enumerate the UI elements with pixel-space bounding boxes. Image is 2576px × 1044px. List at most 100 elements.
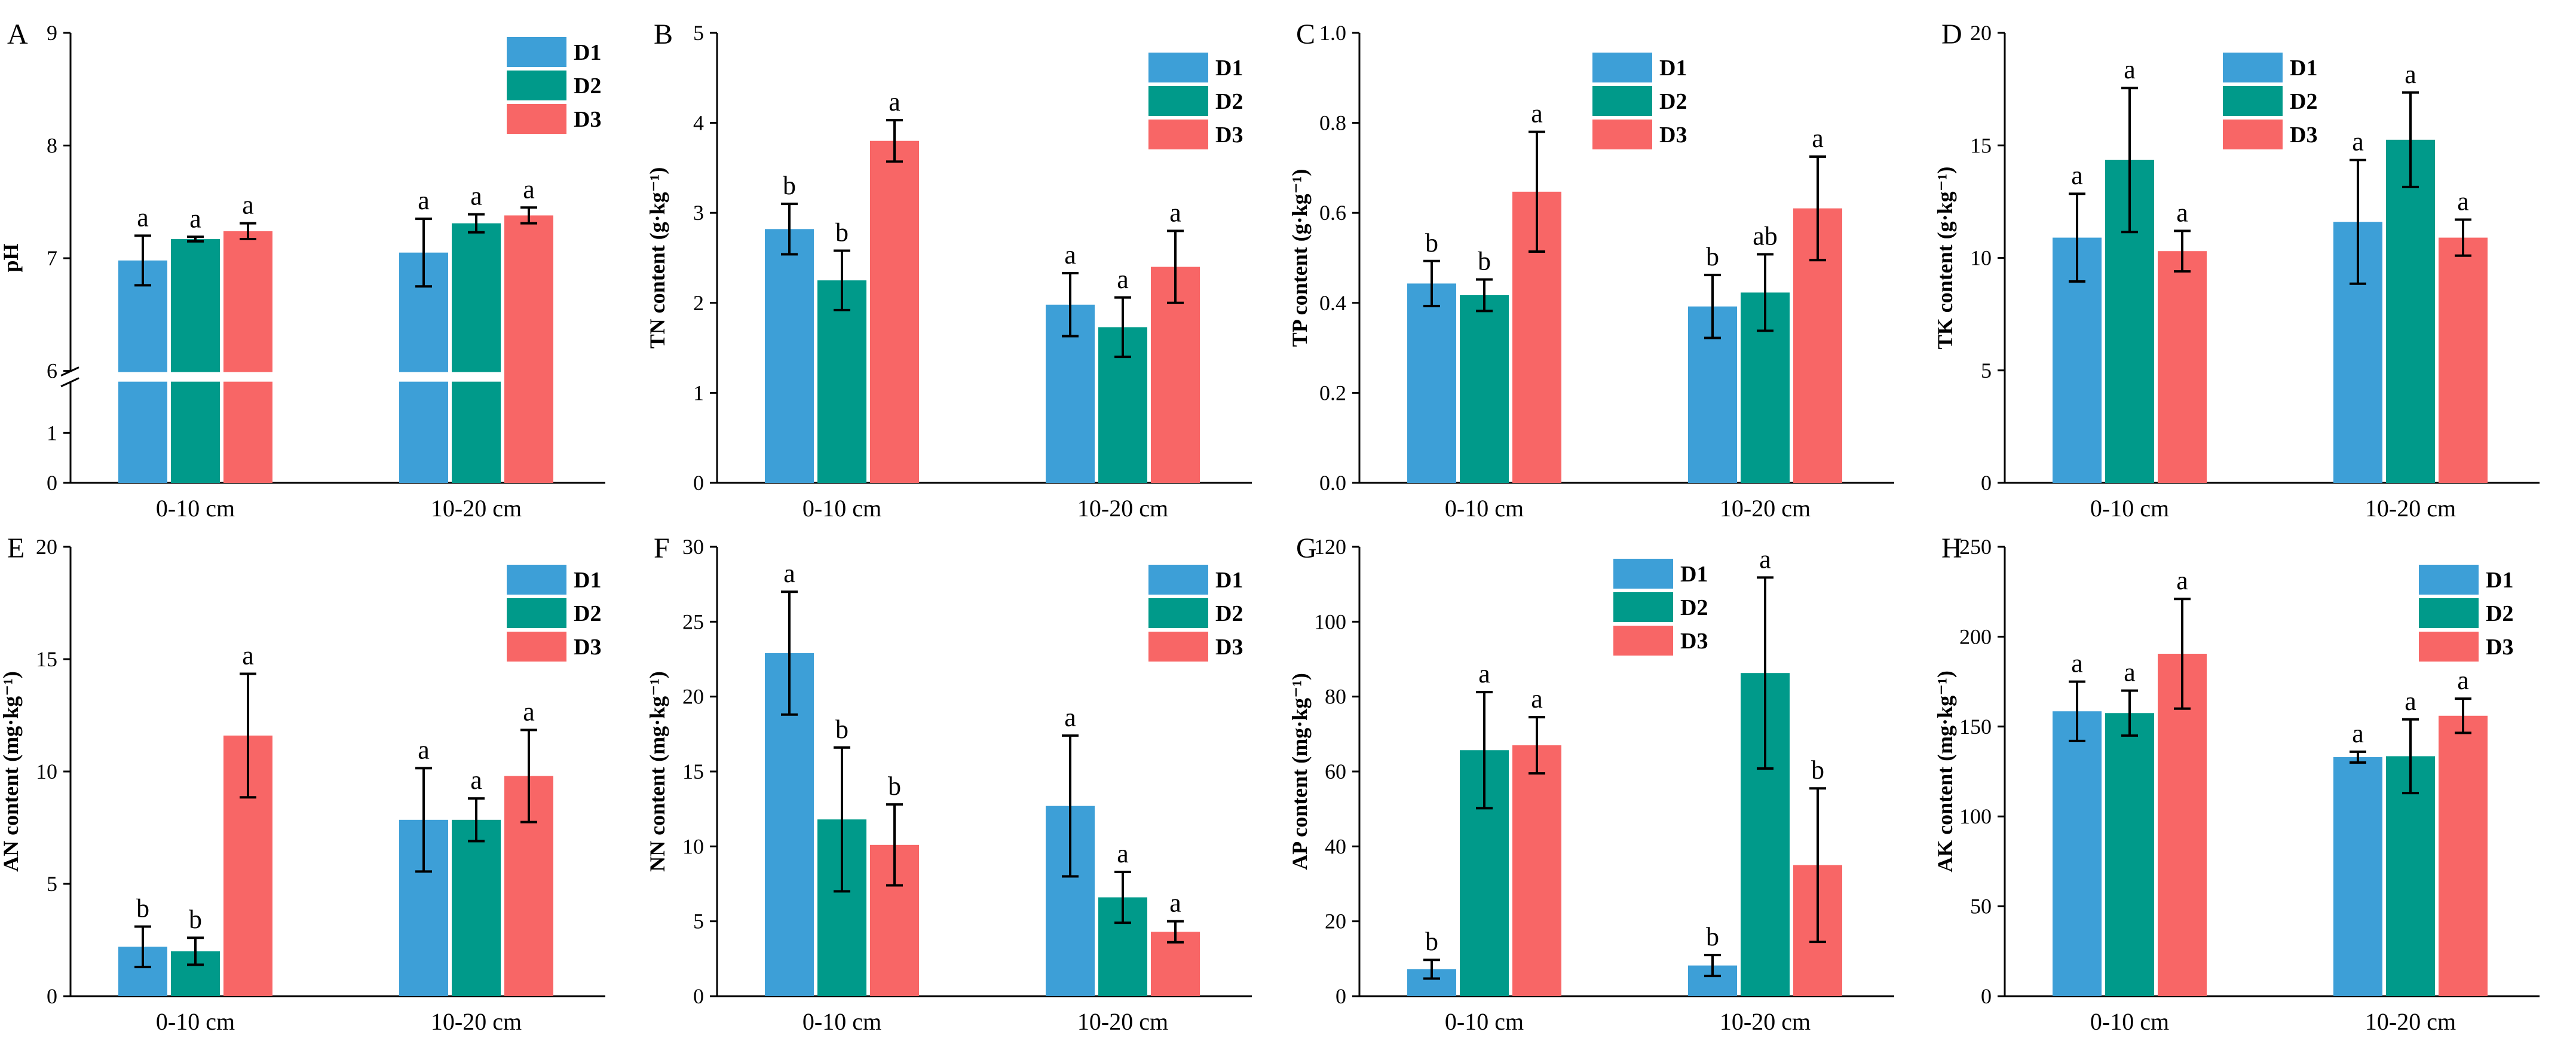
y-tick-label: 100 xyxy=(1314,610,1346,633)
y-tick-label: 10 xyxy=(1970,246,1992,270)
legend-swatch xyxy=(507,71,566,100)
bar xyxy=(2158,653,2207,996)
y-tick-label: 150 xyxy=(1959,715,1992,739)
y-tick-label: 7 xyxy=(47,246,57,270)
y-tick-label: 10 xyxy=(682,834,704,858)
legend-swatch xyxy=(1148,598,1208,628)
panel-F: 0 5 10 15 20 25 30 NN content (mg·kg⁻¹) Fa b b 0-10… xyxy=(645,532,1252,1035)
significance-letter: b xyxy=(835,218,849,247)
significance-letter: b xyxy=(1478,247,1491,276)
category-label: 10-20 cm xyxy=(2365,1008,2456,1035)
y-tick-label: 80 xyxy=(1325,685,1346,709)
significance-letter: a xyxy=(137,203,149,232)
legend-swatch xyxy=(1148,86,1208,116)
significance-letter: a xyxy=(1812,124,1824,153)
panel-label: D xyxy=(1941,19,1962,50)
legend-label: D3 xyxy=(574,635,601,660)
significance-letter: a xyxy=(1169,198,1181,227)
bar xyxy=(118,260,167,483)
y-tick-label: 0 xyxy=(1336,984,1346,1008)
legend-label: D1 xyxy=(1215,568,1243,593)
bar xyxy=(817,280,866,483)
legend-label: D2 xyxy=(1215,89,1243,114)
legend-label: D1 xyxy=(1680,562,1708,587)
significance-letter: a xyxy=(242,641,254,670)
bar xyxy=(2386,756,2435,996)
legend-swatch xyxy=(2419,632,2479,662)
y-tick-label: 0 xyxy=(47,984,57,1008)
legend-label: D1 xyxy=(574,568,601,593)
panel-label: C xyxy=(1296,19,1315,50)
category-label: 10-20 cm xyxy=(431,1008,522,1035)
legend-swatch xyxy=(2223,86,2283,116)
category-label: 10-20 cm xyxy=(1720,1008,1811,1035)
significance-letter: a xyxy=(1064,240,1076,270)
y-tick-label: 0.4 xyxy=(1319,291,1346,315)
y-tick-label: 60 xyxy=(1325,760,1346,783)
significance-letter: a xyxy=(1759,544,1771,574)
legend-swatch xyxy=(1592,120,1652,149)
category-label: 0-10 cm xyxy=(802,495,881,522)
legend-swatch xyxy=(2223,120,2283,149)
y-axis-title: AP content (mg·kg⁻¹) xyxy=(1288,673,1312,870)
significance-letter: a xyxy=(470,766,482,795)
significance-letter: a xyxy=(2124,658,2136,687)
significance-letter: b xyxy=(783,171,796,200)
y-tick-label: 250 xyxy=(1959,535,1992,559)
significance-letter: a xyxy=(2176,198,2188,227)
significance-letter: b xyxy=(888,771,901,801)
y-tick-label: 0 xyxy=(1981,984,1992,1008)
significance-letter: a xyxy=(2457,186,2469,216)
significance-letter: a xyxy=(242,191,254,220)
significance-letter: b xyxy=(835,715,849,744)
panel-label: F xyxy=(654,532,670,564)
panel-B: 0 1 2 3 4 5 TN content (g·kg⁻¹) Bb b a 0-10 cm a a a 1… xyxy=(645,19,1252,522)
y-tick-label: 3 xyxy=(693,201,704,225)
y-tick-label: 0.0 xyxy=(1319,471,1346,495)
y-axis-title: TP content (g·kg⁻¹) xyxy=(1288,169,1312,347)
bar xyxy=(870,140,919,483)
axis-break-gap xyxy=(59,372,504,382)
bar xyxy=(452,819,501,996)
legend-swatch xyxy=(507,598,566,628)
y-tick-label: 2 xyxy=(693,291,704,315)
panel-G: 0 20 40 60 80 100 120 AP content (mg·kg⁻¹) Gb a a 0… xyxy=(1288,532,1894,1035)
legend-label: D3 xyxy=(2290,123,2317,148)
y-tick-label: 0 xyxy=(1981,471,1992,495)
category-label: 0-10 cm xyxy=(802,1008,881,1035)
legend-swatch xyxy=(1592,53,1652,82)
legend-swatch xyxy=(2223,53,2283,82)
y-tick-label: 20 xyxy=(682,685,704,709)
legend-label: D1 xyxy=(1215,56,1243,81)
legend-label: D2 xyxy=(1215,601,1243,626)
panel-label: H xyxy=(1941,532,1962,564)
significance-letter: a xyxy=(1117,265,1129,294)
panel-C: 0.0 0.2 0.4 0.6 0.8 1.0 TP content (g·kg⁻¹) Cb b… xyxy=(1288,19,1894,522)
panel-label: E xyxy=(7,532,24,564)
category-label: 0-10 cm xyxy=(1445,1008,1524,1035)
category-label: 10-20 cm xyxy=(1720,495,1811,522)
legend-swatch xyxy=(1592,86,1652,116)
bar xyxy=(1512,745,1561,996)
y-axis-title: AN content (mg·kg⁻¹) xyxy=(0,671,23,872)
significance-letter: a xyxy=(783,559,795,588)
legend-label: D1 xyxy=(2290,56,2317,81)
y-tick-label: 9 xyxy=(47,21,57,45)
significance-letter: a xyxy=(2352,719,2364,748)
bar xyxy=(2386,139,2435,483)
significance-letter: a xyxy=(418,735,430,764)
y-tick-label: 5 xyxy=(693,21,704,45)
legend-label: D3 xyxy=(1215,123,1243,148)
y-tick-label: 6 xyxy=(47,359,57,383)
significance-letter: b xyxy=(1811,755,1824,785)
significance-letter: a xyxy=(189,204,201,233)
legend-swatch xyxy=(1148,632,1208,662)
legend-label: D2 xyxy=(1680,595,1708,620)
bar xyxy=(2158,251,2207,483)
significance-letter: a xyxy=(1169,889,1181,918)
y-tick-label: 20 xyxy=(1325,910,1346,933)
y-tick-label: 8 xyxy=(47,134,57,158)
y-tick-label: 5 xyxy=(1981,359,1992,382)
significance-letter: a xyxy=(2176,566,2188,595)
